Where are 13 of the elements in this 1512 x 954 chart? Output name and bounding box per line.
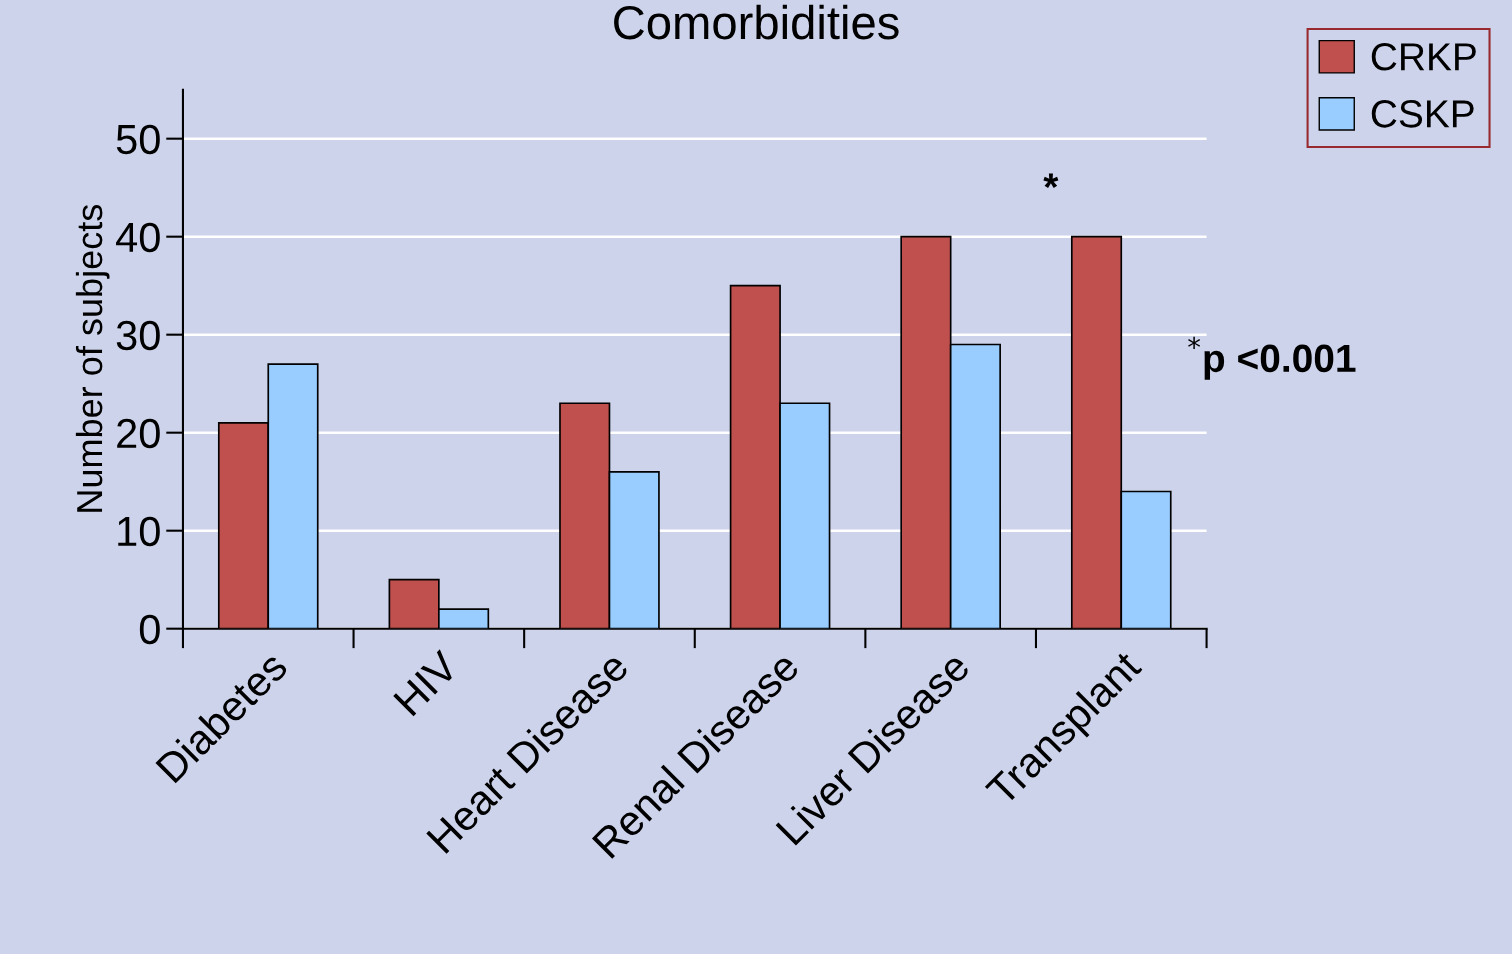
annotation: * xyxy=(1043,173,1059,189)
y-tick-label: 10 xyxy=(118,516,160,547)
y-tick-label: 50 xyxy=(116,124,160,155)
y-tick-label: 40 xyxy=(116,222,160,253)
y-axis-title: Number of subjects xyxy=(75,204,110,512)
legend-label: CSKP xyxy=(1371,100,1474,128)
annotation: $^{*}$p <0.001 xyxy=(1188,336,1356,380)
y-tick-label: 30 xyxy=(116,320,160,351)
chart-title: Comorbidities xyxy=(614,4,899,40)
legend-label: CRKP xyxy=(1371,43,1476,71)
y-tick-label: 20 xyxy=(117,418,160,449)
y-tick-label: 0 xyxy=(139,614,160,645)
x-tick-label: HIV xyxy=(393,649,461,717)
